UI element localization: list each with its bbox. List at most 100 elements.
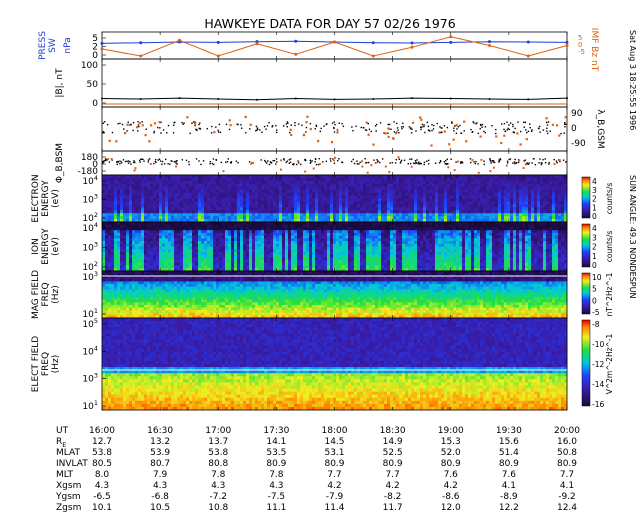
spectrogram-cell [309,232,313,237]
spectrogram-cell [144,246,148,250]
spectrogram-cell [498,186,502,191]
spectrogram-cell [186,207,190,211]
spectrogram-cell [288,219,292,223]
spectrogram-cell [312,265,316,269]
spectrogram-cell [240,177,244,182]
spectrogram-cell [372,198,376,202]
spectrogram-cell [183,235,187,239]
spectrogram-cell [474,213,478,217]
spectrogram-cell [294,235,298,239]
spectrogram-cell [252,183,256,188]
spectrogram-cell [558,175,562,179]
lambda-model-point [228,119,231,122]
spectrogram-cell [210,262,214,266]
spectrogram-cell [291,224,295,228]
phi-model-point [553,162,556,165]
spectrogram-cell [219,232,223,237]
spectrogram-cell [249,254,253,258]
phi-point [409,162,412,165]
spectrogram-cell [354,254,358,258]
phi-model-point [489,170,492,173]
spectrogram-cell [126,268,130,272]
spectrogram-cell [252,189,256,194]
spectrogram-cell [510,180,514,185]
spectrogram-cell [516,201,520,205]
spectrogram-cell [405,192,409,196]
spectrogram-cell [381,175,385,179]
spectrogram-cell [348,177,352,182]
spectrogram-cell [456,204,460,208]
spectrogram-cell [525,201,529,205]
lambda-point [256,129,258,131]
lambda-model-point [372,143,375,146]
phi-point [498,161,500,163]
spectrogram-cell [525,180,529,185]
spectrogram-cell [333,241,337,245]
spectrogram-cell [312,262,316,266]
spectrogram-cell [315,183,319,188]
spectrogram-cell [165,257,169,261]
spectrogram-cell [333,183,337,188]
spectrogram-cell [315,262,319,266]
spectrogram-cell [369,238,373,242]
spectrogram-cell [558,216,562,220]
spectrogram-cell [222,204,226,208]
spectrogram-cell [216,257,220,261]
lambda-model-point [141,124,144,127]
spectrogram-cell [312,189,316,194]
spectrogram-cell [291,183,295,188]
lambda-point [286,125,288,128]
spectrogram-cell [213,262,217,266]
spectrogram-cell [117,251,121,256]
spectrogram-cell [327,186,331,191]
spectrogram-cell [372,180,376,185]
spectrogram-cell [480,183,484,188]
phi-point [439,161,442,163]
spectrogram-cell [519,219,523,223]
phi-point [188,161,190,163]
spectrogram-cell [486,204,490,208]
lambda-model-point [153,122,157,125]
spectrogram-cell [108,195,112,199]
spectrogram-cell [135,246,139,250]
spectrogram-cell [309,177,313,182]
spectrogram-cell [189,219,193,223]
spectrogram-cell [219,227,223,231]
spectrogram-cell [318,192,322,196]
spectrogram-cell [126,249,130,253]
spectrogram-cell [504,213,508,217]
spectrogram-cell [144,230,148,234]
spectrogram-cell [498,198,502,202]
spectrogram-cell [555,198,559,202]
spectrogram-cell [234,192,238,196]
spectrogram-cell [255,230,259,234]
panel-ylabel-line: PRESS [38,31,48,60]
spectrogram-cell [210,230,214,234]
lambda-model-point [330,141,334,144]
spectrogram-cell [240,224,244,228]
spectrogram-cell [120,224,124,228]
spectrogram-cell [150,232,154,237]
spectrogram-cell [123,265,127,269]
spectrogram-cell [108,265,112,269]
phi-point [188,163,190,166]
spectrogram-cell [180,183,184,188]
spectrogram-cell [513,219,517,223]
spectrogram-cell [480,195,484,199]
spectrogram-cell [129,265,133,269]
spectrogram-cell [372,189,376,194]
spectrogram-cell [102,186,106,191]
spectrogram-cell [465,201,469,205]
spectrogram-cell [306,180,310,185]
spectrogram-cell [438,195,442,199]
spectrogram-cell [303,254,307,258]
spectrogram-cell [279,195,283,199]
spectrogram-cell [543,186,547,191]
spectrogram-cell [336,251,340,256]
spectrogram-cell [141,219,145,223]
spectrogram-cell [375,268,379,272]
spectrogram-cell [132,177,136,182]
spectrogram-cell [282,230,286,234]
spectrogram-cell [135,177,139,182]
panel-ylabel-line: Φ_B,BSM [55,143,65,183]
